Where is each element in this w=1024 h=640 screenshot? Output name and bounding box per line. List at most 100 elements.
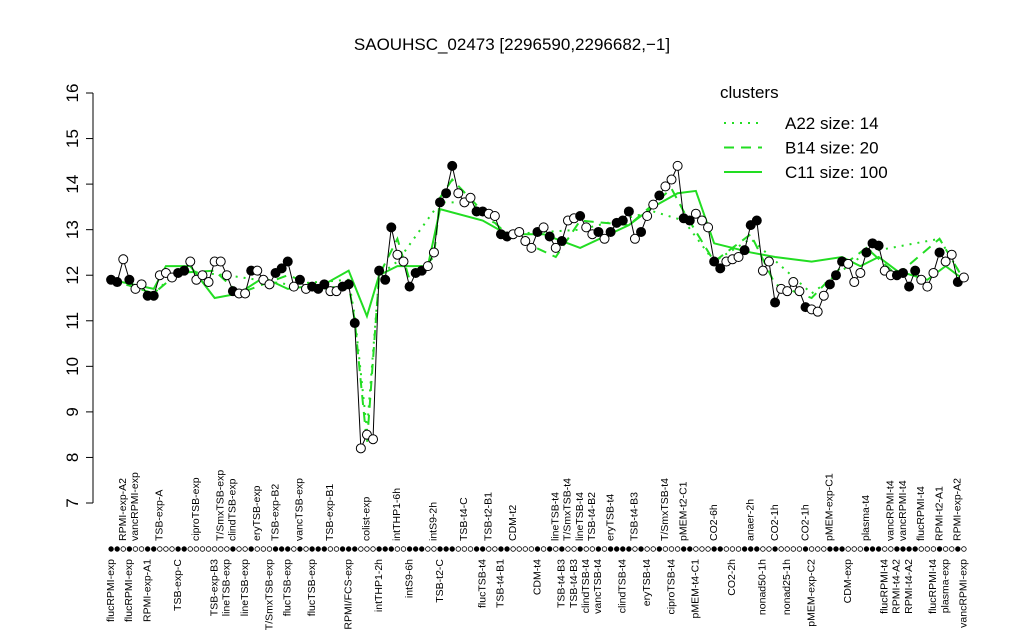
rug-dot xyxy=(626,546,632,552)
data-point xyxy=(703,222,714,233)
rug-dot xyxy=(772,546,778,552)
rug-dot xyxy=(668,546,675,552)
rug-dot xyxy=(748,546,754,552)
x-tick-label: ciproTSB-t4 xyxy=(665,559,677,615)
x-tick-label: clindTSB-t4 xyxy=(617,559,629,613)
x-tick-label: CDM-t2 xyxy=(507,505,519,541)
rug-dot xyxy=(589,546,596,552)
rug-dot xyxy=(205,546,212,552)
data-point xyxy=(824,279,835,290)
rug-dot xyxy=(388,546,395,552)
x-tick-label: plasma-t4 xyxy=(860,495,872,541)
rug-dot xyxy=(766,546,772,552)
data-point xyxy=(349,318,360,329)
x-tick-label: RPMI-t4-A2 xyxy=(903,559,915,614)
data-point xyxy=(215,256,226,267)
rug-dot xyxy=(199,546,206,552)
x-tick-label: CO2-1h xyxy=(799,504,811,541)
rug-dot xyxy=(339,546,346,552)
rug-dot xyxy=(711,546,717,552)
rug-dot xyxy=(930,546,937,552)
legend-label: B14 size: 20 xyxy=(785,139,879,158)
rug-dot xyxy=(486,546,492,552)
rug-dot xyxy=(449,546,455,552)
x-tick-label: flucTSB-exp xyxy=(306,559,318,616)
x-tick-label: flucTSB-t4 xyxy=(476,559,488,608)
data-point xyxy=(398,256,409,267)
rug-dot xyxy=(175,546,181,552)
x-tick-label: vancRPMI-exp xyxy=(129,472,141,541)
x-tick-label: intS9-6h xyxy=(403,559,415,598)
rug-dot xyxy=(230,546,236,552)
x-tick-label: TSB-t4-B1 xyxy=(495,559,507,608)
data-point xyxy=(386,222,397,233)
rug-dot xyxy=(936,546,943,552)
rug-dot xyxy=(875,546,882,552)
data-point xyxy=(252,265,263,276)
data-point xyxy=(770,297,781,308)
rug-dot xyxy=(918,546,924,552)
data-point xyxy=(897,267,908,278)
rug-dot xyxy=(802,546,809,552)
rug-dot xyxy=(437,546,443,552)
rug-dot xyxy=(656,546,663,552)
rug-dot xyxy=(455,546,462,552)
rug-dot xyxy=(796,546,803,552)
rug-dot xyxy=(784,546,790,552)
y-tick-label: 14 xyxy=(63,175,82,194)
data-point xyxy=(958,272,969,283)
x-tick-label: TSB-t2-B1 xyxy=(483,492,495,541)
data-point xyxy=(849,277,860,288)
data-point xyxy=(599,233,610,244)
data-point xyxy=(435,197,446,208)
data-point xyxy=(843,258,854,269)
data-point xyxy=(489,211,500,221)
x-tick-label: RPMI-t2-A1 xyxy=(933,486,945,541)
rug-dot xyxy=(601,546,608,552)
data-point xyxy=(818,290,829,301)
data-point xyxy=(203,277,214,288)
rug-dot xyxy=(942,546,949,552)
data-point xyxy=(696,215,707,226)
rug-dot xyxy=(546,546,553,552)
rug-dot xyxy=(406,546,413,552)
rug-dot xyxy=(559,546,565,552)
data-point xyxy=(934,247,945,258)
data-point xyxy=(763,256,774,267)
rug-dot xyxy=(790,546,797,552)
rug-dot xyxy=(741,546,748,552)
rug-dot xyxy=(461,546,468,552)
y-tick-label: 16 xyxy=(63,84,82,103)
x-tick-label: pMEM-t4-C1 xyxy=(690,559,702,619)
x-tick-label: TSB-t4-B3 xyxy=(629,492,641,541)
rug-dot xyxy=(528,546,535,552)
rug-dot xyxy=(291,546,297,552)
data-point xyxy=(873,240,884,251)
rug-dot xyxy=(650,546,656,552)
data-point xyxy=(940,256,951,267)
data-point xyxy=(928,267,939,278)
rug-dot xyxy=(260,546,267,552)
rug-dot xyxy=(394,546,401,552)
rug-dot xyxy=(254,546,260,552)
rug-dot xyxy=(108,546,114,552)
data-point xyxy=(910,265,921,276)
data-point xyxy=(392,249,403,260)
data-point xyxy=(922,281,933,292)
rug-dot xyxy=(473,546,480,552)
data-point xyxy=(374,265,385,276)
x-tick-label: vancRPMI-t4 xyxy=(897,480,909,541)
rug-dot xyxy=(851,546,857,552)
rug-dot xyxy=(498,546,504,552)
rug-dot xyxy=(309,546,315,552)
x-tick-label: lineTSB-exp xyxy=(239,559,251,616)
rug-dot xyxy=(717,546,723,552)
data-point xyxy=(447,160,458,171)
x-tick-label: vancTSB-t4 xyxy=(592,559,604,614)
x-tick-label: CO2-2h xyxy=(726,559,738,596)
rug-dot xyxy=(571,546,577,552)
x-tick-label: RPMI/FCS-exp xyxy=(342,559,354,630)
rug-dot xyxy=(869,546,876,552)
data-point xyxy=(581,222,592,233)
